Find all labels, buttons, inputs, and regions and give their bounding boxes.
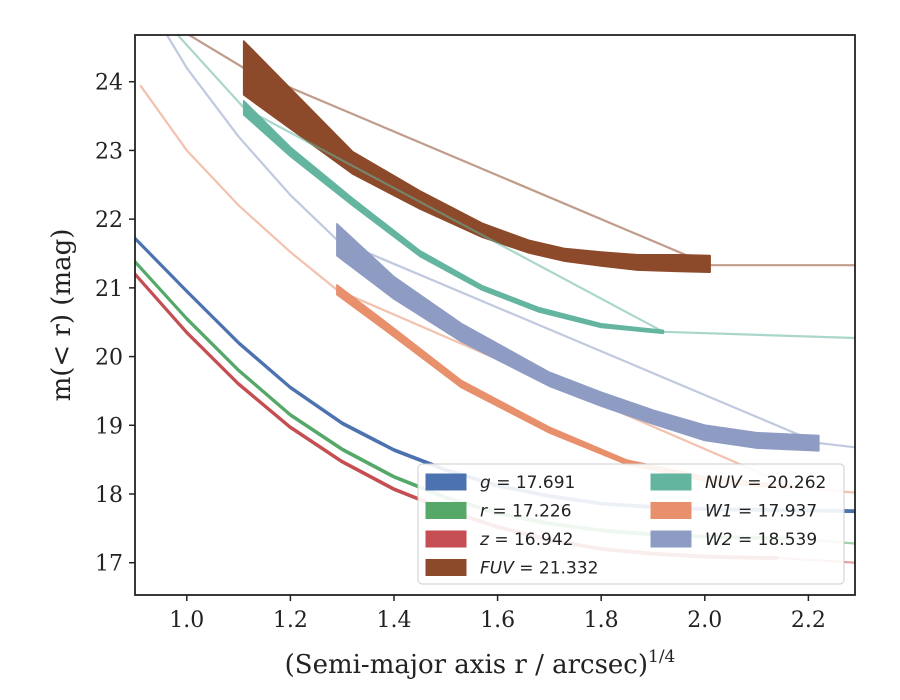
series-g — [135, 236, 855, 514]
series-fuv-band — [242, 40, 711, 274]
x-axis-label: (Semi-major axis r / arcsec)1/4 — [285, 647, 676, 680]
y-tick-label: 24 — [95, 71, 123, 96]
y-axis-label: m(< r) (mag) — [47, 229, 77, 402]
series-nuv-band — [242, 100, 665, 335]
legend-label: r = 17.226 — [480, 502, 572, 522]
x-tick-label: 1.2 — [273, 608, 308, 633]
legend-swatch — [425, 473, 467, 491]
legend-swatch — [650, 502, 692, 519]
x-tick-label: 1.0 — [169, 608, 204, 633]
legend-label: NUV = 20.262 — [705, 473, 826, 493]
legend-item-nuv: NUV = 20.262 — [650, 473, 826, 493]
legend: g = 17.691 r = 17.226 z = 16.942 FUV = 21.3… — [417, 463, 845, 585]
legend-frame — [417, 463, 845, 585]
series-nuv — [176, 35, 855, 340]
series-g-band — [135, 236, 855, 514]
legend-item-r: r = 17.226 — [425, 502, 572, 522]
legend-item-z: z = 16.942 — [425, 530, 573, 550]
legend-item-w1: W1 = 17.937 — [650, 502, 817, 522]
series-nuv-model-line — [176, 35, 855, 340]
legend-item-fuv: FUV = 21.332 — [425, 559, 598, 579]
plot-frame — [134, 34, 856, 596]
x-tick-label: 1.4 — [376, 608, 411, 633]
x-tick-label: 2.2 — [791, 608, 826, 633]
series-fuv-model-line — [186, 35, 855, 267]
y-tick-label: 23 — [95, 139, 123, 164]
y-tick-label: 18 — [95, 483, 123, 508]
legend-label: g = 17.691 — [480, 473, 575, 493]
y-tick-label: 17 — [95, 552, 123, 577]
y-tick-label: 20 — [95, 346, 123, 371]
legend-item-g: g = 17.691 — [425, 473, 575, 493]
series-w2-band — [336, 223, 820, 452]
x-tick-label: 2.0 — [687, 608, 722, 633]
x-axis-ticks: 1.0 1.2 1.4 1.6 1.8 2.0 2.2 — [169, 595, 826, 633]
x-tick-label: 1.8 — [584, 608, 619, 633]
legend-item-w2: W2 = 18.539 — [650, 530, 817, 550]
series-w2 — [165, 35, 855, 452]
legend-label: FUV = 21.332 — [480, 559, 598, 579]
legend-label: z = 16.942 — [479, 530, 573, 550]
legend-label: W2 = 18.539 — [705, 530, 817, 550]
legend-swatch — [650, 530, 692, 548]
y-axis-ticks: 17 18 19 20 21 22 23 24 — [95, 71, 135, 577]
legend-swatch — [425, 530, 467, 548]
legend-swatch — [425, 502, 467, 519]
x-tick-label: 1.6 — [480, 608, 515, 633]
y-tick-label: 19 — [95, 414, 123, 439]
y-tick-label: 22 — [95, 208, 123, 233]
y-tick-label: 21 — [95, 277, 123, 302]
legend-swatch — [650, 473, 692, 491]
legend-swatch — [425, 559, 467, 576]
legend-label: W1 = 17.937 — [705, 502, 817, 522]
